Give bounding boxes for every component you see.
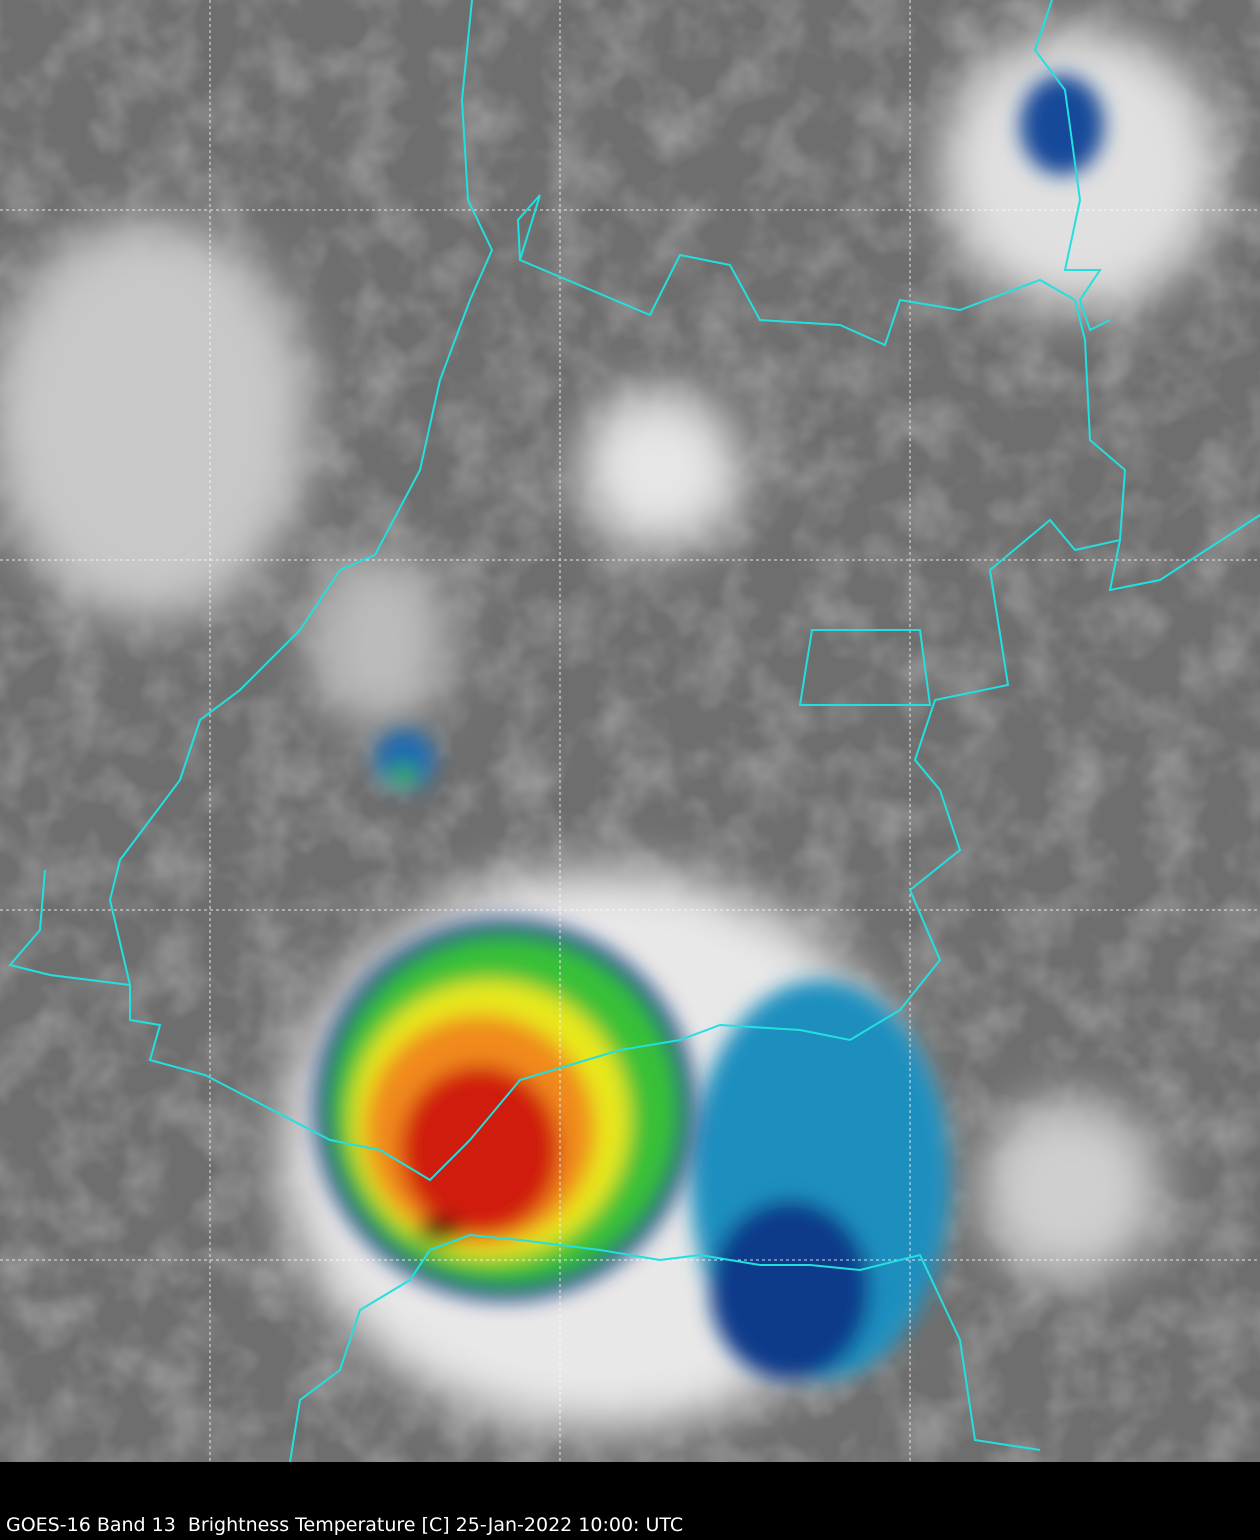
grid	[0, 0, 1260, 1462]
caption: GOES-16 Band 13 Brightness Temperature […	[6, 1514, 684, 1536]
borders	[8, 0, 1260, 1462]
storm	[315, 75, 1104, 1380]
satellite-image	[0, 0, 1260, 1462]
